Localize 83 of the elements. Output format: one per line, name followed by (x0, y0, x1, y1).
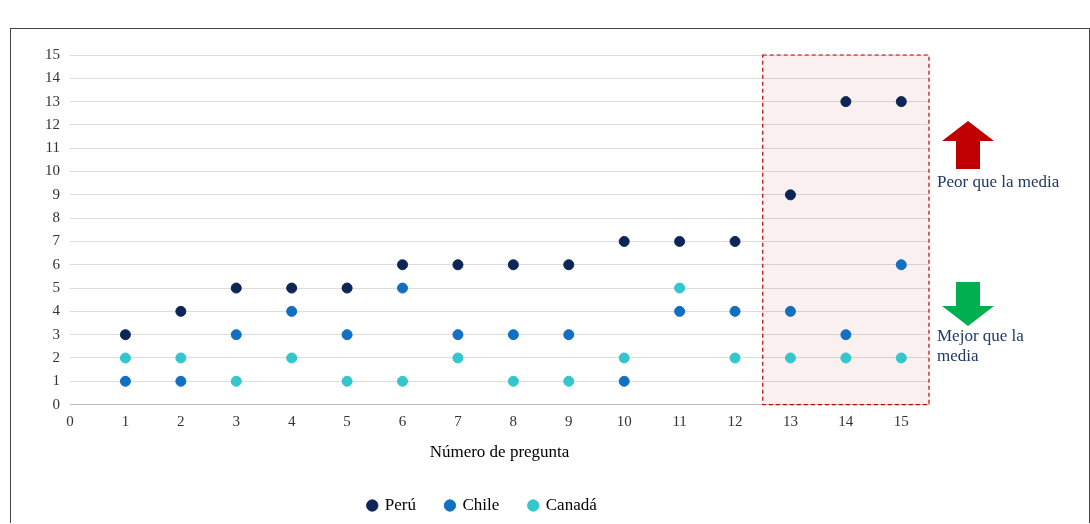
x-tick-label: 0 (66, 412, 74, 429)
point (507, 259, 519, 271)
point (286, 352, 298, 364)
point (286, 305, 298, 317)
x-tick-label: 1 (121, 412, 130, 429)
point (119, 352, 131, 364)
point (119, 375, 131, 387)
y-tick-label: 6 (52, 255, 61, 272)
point (618, 375, 630, 387)
point (452, 352, 464, 364)
x-tick-label: 12 (727, 412, 743, 429)
x-tick-label: 14 (838, 412, 854, 429)
point (452, 329, 464, 341)
y-tick-label: 1 (52, 372, 60, 389)
point (784, 305, 796, 317)
y-tick-label: 4 (52, 302, 61, 319)
point (895, 96, 907, 108)
point (784, 189, 796, 201)
point (230, 329, 242, 341)
point (563, 329, 575, 341)
y-tick-label: 3 (52, 325, 60, 342)
point (397, 282, 409, 294)
point (507, 329, 519, 341)
point (230, 375, 242, 387)
point (840, 329, 852, 341)
point (175, 305, 187, 317)
y-tick-label: 2 (52, 348, 60, 365)
point (729, 305, 741, 317)
point (397, 259, 409, 271)
y-tick-label: 8 (52, 209, 60, 226)
y-tick-label: 7 (52, 232, 61, 249)
point (230, 282, 242, 294)
y-tick-label: 0 (52, 395, 60, 412)
y-tick-label: 14 (45, 69, 61, 86)
point (784, 352, 796, 364)
x-tick-label: 3 (232, 412, 241, 429)
x-tick-label: 2 (177, 412, 185, 429)
point (895, 259, 907, 271)
y-tick-label: 13 (45, 92, 60, 109)
y-tick-label: 9 (52, 185, 60, 202)
y-tick-label: 10 (45, 162, 60, 179)
point (674, 235, 686, 247)
y-tick-label: 5 (52, 279, 60, 295)
x-tick-label: 6 (398, 412, 407, 429)
point (341, 375, 353, 387)
x-tick-label: 11 (672, 412, 687, 429)
legend-label: Chile (462, 494, 500, 514)
text: Mejor que la media (937, 326, 1025, 366)
point (840, 352, 852, 364)
point (341, 329, 353, 341)
point (286, 282, 298, 294)
x-tick-label: 9 (565, 412, 573, 429)
y-tick-label: 15 (45, 45, 60, 62)
x-axis-title: Número de pregunta (429, 442, 570, 462)
text: Peor que la media (937, 172, 1061, 192)
point (840, 96, 852, 108)
point (452, 259, 464, 271)
point (729, 235, 741, 247)
x-tick-label: 10 (616, 412, 632, 429)
x-tick-label: 8 (509, 412, 518, 429)
x-tick-label: 5 (343, 412, 351, 429)
x-tick-label: 7 (454, 412, 463, 429)
y-tick-label: 11 (45, 139, 60, 156)
point (729, 352, 741, 364)
point (175, 352, 187, 364)
point (397, 375, 409, 387)
point (507, 375, 519, 387)
x-tick-label: 13 (782, 412, 798, 429)
x-tick-label: 4 (287, 412, 296, 429)
point (341, 282, 353, 294)
point (175, 375, 187, 387)
point (563, 375, 575, 387)
point (563, 259, 575, 271)
legend-label: Canadá (545, 494, 598, 514)
point (674, 282, 686, 294)
point (618, 235, 630, 247)
y-tick-label: 12 (45, 115, 60, 132)
point (895, 352, 907, 364)
x-tick-label: 15 (893, 412, 909, 429)
legend-label: Perú (384, 494, 417, 514)
point (119, 329, 131, 341)
point (674, 305, 686, 317)
point (618, 352, 630, 364)
